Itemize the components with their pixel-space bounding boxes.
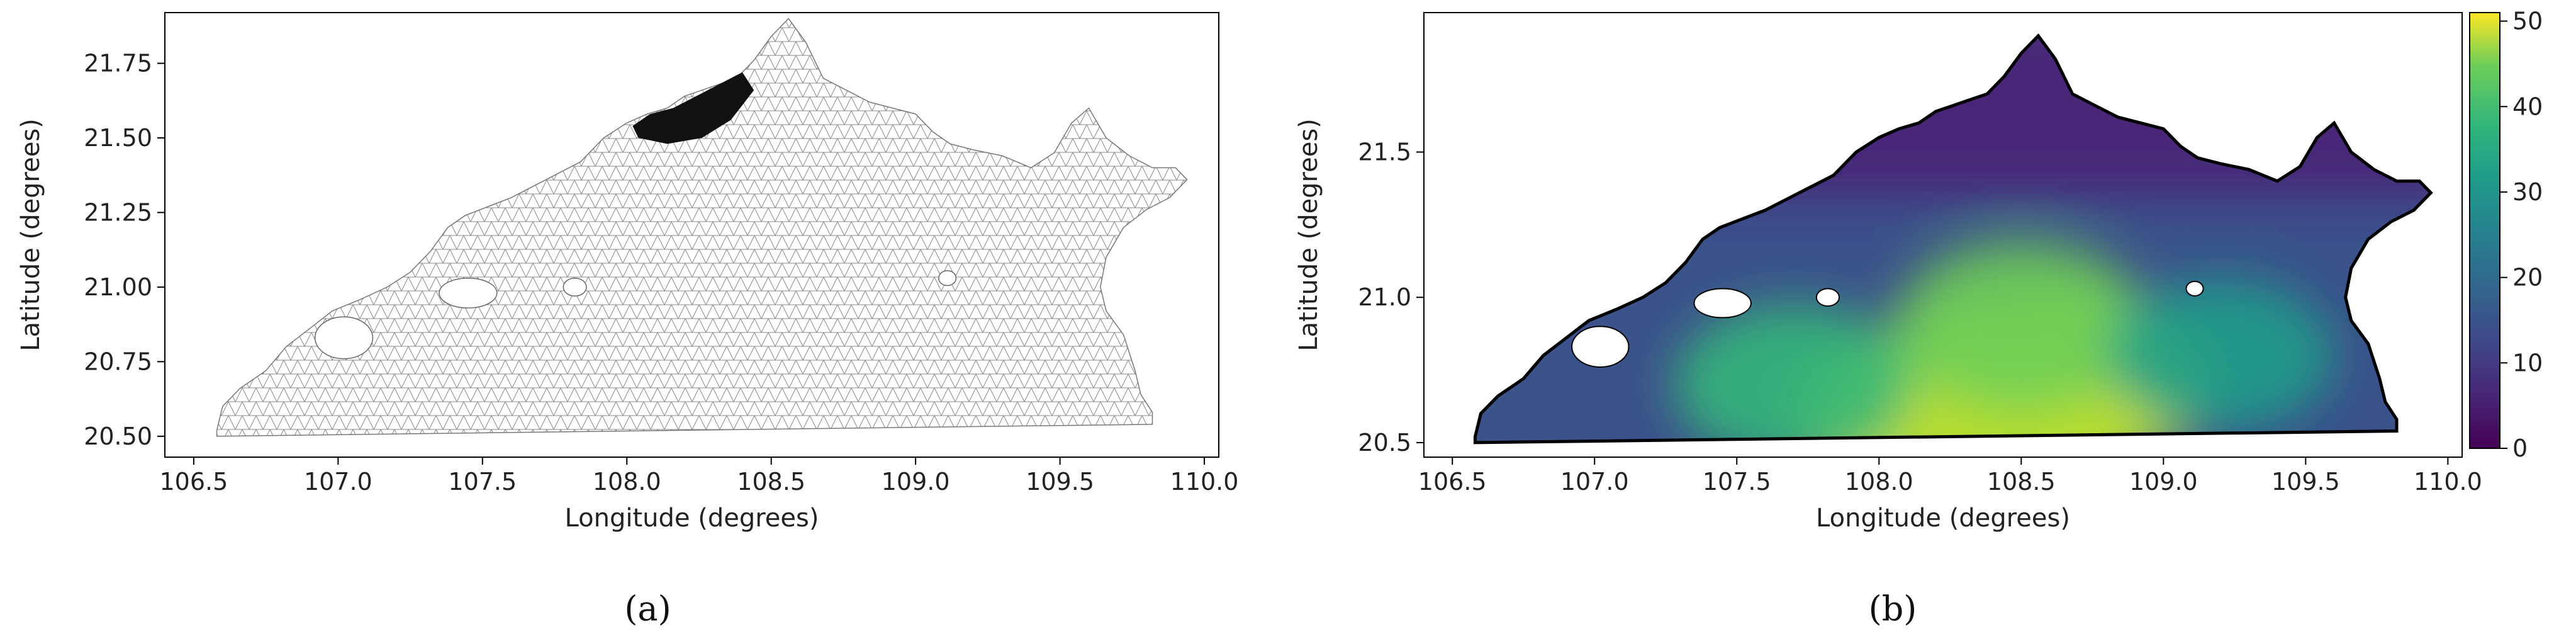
colorbar-tick-label: 0 bbox=[2512, 434, 2528, 462]
mesh-y-tick-label: 20.75 bbox=[84, 348, 152, 375]
heatmap-panel: 106.5 107.0 107.5 108.0 108.5 109.0 109.5 110.0… bbox=[1294, 8, 2543, 628]
mesh-island-2 bbox=[563, 277, 587, 297]
mesh-panel: 106.5 107.0 107.5 108.0 108.5 109.0 109.5 110.0… bbox=[16, 12, 1238, 628]
colorbar-tick-label: 20 bbox=[2512, 264, 2543, 292]
heatmap-x-ticks: 106.5 107.0 107.5 108.0 108.5 109.0 109.5 110.0 bbox=[1418, 457, 2482, 496]
heatmap-x-tick-label: 108.0 bbox=[1845, 468, 1913, 496]
colorbar bbox=[2469, 12, 2500, 449]
heatmap-x-tick-label: 108.5 bbox=[1987, 468, 2056, 496]
colorbar-tick-label: 30 bbox=[2512, 178, 2543, 206]
mesh-y-tick-label: 20.50 bbox=[84, 423, 152, 450]
heatmap-islands bbox=[1571, 280, 2204, 368]
colorbar-tick-label: 50 bbox=[2512, 8, 2543, 35]
heatmap-island-1 bbox=[1693, 288, 1752, 319]
mesh-islands bbox=[314, 270, 957, 360]
heatmap-hotspot bbox=[2107, 280, 2334, 431]
mesh-island-3 bbox=[938, 270, 957, 286]
mesh-x-ticks: 106.5 107.0 107.5 108.0 108.5 109.0 109.5 110.0 bbox=[159, 457, 1238, 496]
heatmap-y-tick-label: 21.5 bbox=[1358, 138, 1411, 166]
mesh-y-tick-label: 21.50 bbox=[84, 124, 152, 152]
heatmap-coastline bbox=[1473, 33, 2433, 445]
heatmap-x-tick-label: 107.5 bbox=[1703, 468, 1771, 496]
heatmap-x-tick-label: 107.0 bbox=[1560, 468, 1629, 496]
panel-label-a: (a) bbox=[624, 589, 671, 628]
mesh-x-tick-label: 109.5 bbox=[1026, 468, 1094, 496]
mesh-x-tick-label: 109.0 bbox=[882, 468, 950, 496]
dense-mesh-region bbox=[632, 72, 754, 144]
mesh-y-tick-label: 21.00 bbox=[84, 273, 152, 301]
mesh-x-tick-label: 110.0 bbox=[1170, 468, 1239, 496]
colorbar-tick-label: 40 bbox=[2512, 93, 2543, 120]
heatmap-hotspot bbox=[1895, 241, 2148, 412]
mesh-x-tick-label: 108.0 bbox=[593, 468, 661, 496]
mesh-x-axis-label: Longitude (degrees) bbox=[565, 504, 819, 533]
heatmap-x-tick-label: 109.5 bbox=[2271, 468, 2340, 496]
heatmap-hotspot bbox=[1674, 303, 1913, 443]
mesh-y-tick-label: 21.25 bbox=[84, 198, 152, 226]
heatmap-x-tick-label: 110.0 bbox=[2414, 468, 2482, 496]
heatmap-y-axis-label: Latitude (degrees) bbox=[1294, 118, 1323, 351]
heatmap-y-tick-label: 21.0 bbox=[1358, 283, 1411, 311]
panel-label-b: (b) bbox=[1869, 589, 1917, 628]
colorbar-ticks: 0 10 20 30 40 50 bbox=[2500, 8, 2543, 462]
mesh-y-axis-label: Latitude (degrees) bbox=[16, 118, 45, 351]
heatmap-island-2 bbox=[1815, 288, 1840, 307]
mesh-domain bbox=[216, 18, 1188, 437]
colorbar-tick-label: 10 bbox=[2512, 349, 2543, 377]
heatmap-y-ticks: 20.5 21.0 21.5 bbox=[1358, 138, 1424, 457]
mesh-x-tick-label: 106.5 bbox=[159, 468, 228, 496]
mesh-island-1 bbox=[439, 277, 498, 309]
heatmap-island-0 bbox=[1571, 326, 1630, 368]
heatmap-x-tick-label: 106.5 bbox=[1418, 468, 1487, 496]
mesh-island-0 bbox=[314, 316, 374, 360]
heatmap-y-tick-label: 20.5 bbox=[1358, 429, 1411, 457]
mesh-x-tick-label: 108.5 bbox=[737, 468, 805, 496]
mesh-y-tick-label: 21.75 bbox=[84, 50, 152, 77]
mesh-y-ticks: 20.50 20.75 21.00 21.25 21.50 21.75 bbox=[84, 50, 165, 450]
mesh-x-tick-label: 107.5 bbox=[448, 468, 517, 496]
heatmap-island-3 bbox=[2185, 280, 2204, 297]
heatmap-x-axis-label: Longitude (degrees) bbox=[1816, 504, 2070, 533]
heatmap-x-tick-label: 109.0 bbox=[2129, 468, 2198, 496]
mesh-x-tick-label: 107.0 bbox=[304, 468, 372, 496]
